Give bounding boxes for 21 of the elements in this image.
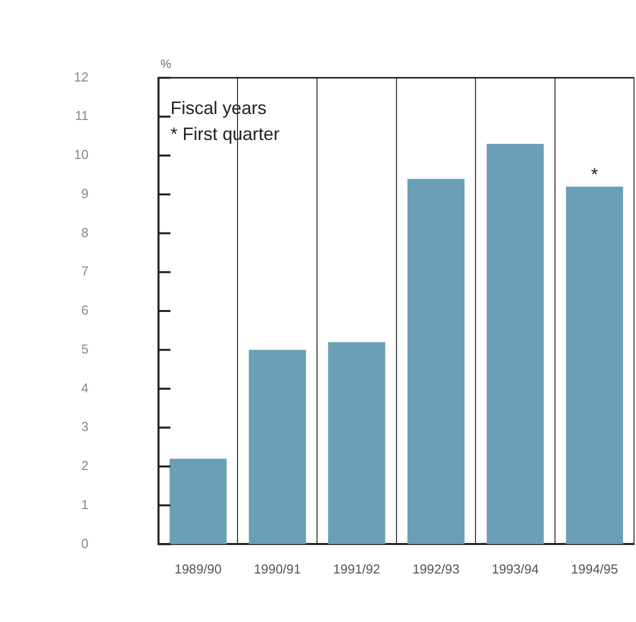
y-tick-label: 11 (74, 108, 88, 124)
x-tick-label: 1994/95 (571, 562, 618, 577)
x-tick-label: 1993/94 (492, 562, 539, 577)
x-tick-label: 1989/90 (174, 562, 222, 577)
y-tick-label: 10 (74, 147, 88, 162)
y-tick-label: 12 (74, 69, 88, 84)
y-tick-label: 7 (81, 264, 88, 279)
y-axis-title: % (160, 56, 172, 71)
y-tick-label: 6 (81, 302, 88, 318)
y-tick-label: 3 (81, 419, 88, 434)
x-tick-label: 1991/92 (333, 562, 380, 577)
y-tick-label: 2 (81, 458, 88, 474)
y-tick-label: 1 (81, 496, 88, 512)
y-tick-label: 0 (81, 536, 88, 551)
y-tick-label: 8 (81, 224, 88, 240)
y-tick-label: 5 (81, 341, 88, 356)
x-tick-label: 1990/91 (254, 562, 301, 577)
y-tick-label: 4 (81, 380, 88, 396)
y-tick-label: 9 (81, 186, 88, 201)
annotation: * (590, 164, 598, 185)
x-tick-label: 1992/93 (412, 562, 460, 577)
